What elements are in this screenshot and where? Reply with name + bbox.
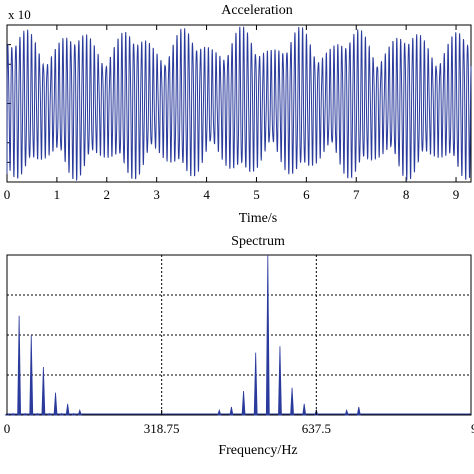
x-tick-label: 0 [4, 421, 11, 436]
x-tick-label: 318.75 [144, 421, 180, 436]
spectrum-bar [34, 412, 40, 416]
spectrum-bar [356, 406, 361, 416]
spectrum-bar [29, 334, 34, 416]
x-tick-label: 1 [54, 187, 61, 202]
spectrum-grid [7, 255, 471, 415]
spectrum-bar [302, 403, 307, 416]
x-tick-label: 3 [153, 187, 160, 202]
spectrum-bar [22, 412, 28, 416]
spectrum-chart: Spectrum 0 318.75 637.5 9 Frequency/Hz [4, 234, 474, 458]
spectrum-title: Spectrum [231, 234, 285, 249]
spectrum-bar [241, 390, 246, 416]
spectrum-x-axis-label: Frequency/Hz [218, 443, 297, 458]
spectrum-bar [217, 408, 222, 416]
spectrum-bar [253, 352, 258, 416]
x-tick-label: 0 [4, 187, 11, 202]
spectrum-x-ticks: 0 318.75 637.5 9 [4, 410, 474, 436]
x-tick-label: 2 [104, 187, 111, 202]
acceleration-chart: Acceleration x 10 0 1 2 3 4 5 6 7 8 9 Time/s [4, 3, 472, 226]
spectrum-bar [229, 406, 234, 416]
exponent-label: x 10 [8, 7, 31, 22]
spectrum-bar [265, 254, 270, 416]
x-tick-label: 8 [403, 187, 410, 202]
spectrum-bar [344, 408, 349, 416]
x-tick-label: 9 [453, 187, 460, 202]
x-tick-label: 9 [471, 421, 474, 436]
spectrum-bar [47, 412, 52, 416]
acceleration-x-ticks: 0 1 2 3 4 5 6 7 8 9 [4, 25, 460, 202]
x-tick-label: 7 [353, 187, 360, 202]
acceleration-title: Acceleration [221, 3, 293, 18]
acceleration-signal-line [6, 26, 472, 182]
spectrum-bars [4, 254, 471, 416]
spectrum-bar [290, 387, 294, 416]
spectrum-bar [59, 412, 65, 416]
x-tick-label: 5 [253, 187, 260, 202]
spectrum-bar [71, 412, 77, 416]
spectrum-bar [10, 412, 16, 416]
x-tick-label: 637.5 [302, 421, 331, 436]
spectrum-bar [53, 392, 58, 416]
acceleration-x-axis-label: Time/s [239, 211, 277, 226]
spectrum-bar [17, 315, 22, 416]
x-tick-label: 4 [203, 187, 210, 202]
spectrum-plot-frame [6, 254, 472, 416]
spectrum-bar [65, 403, 70, 416]
x-tick-label: 6 [303, 187, 310, 202]
spectrum-bar [278, 346, 282, 416]
spectrum-bar [77, 408, 82, 416]
spectrum-bar [41, 366, 46, 416]
